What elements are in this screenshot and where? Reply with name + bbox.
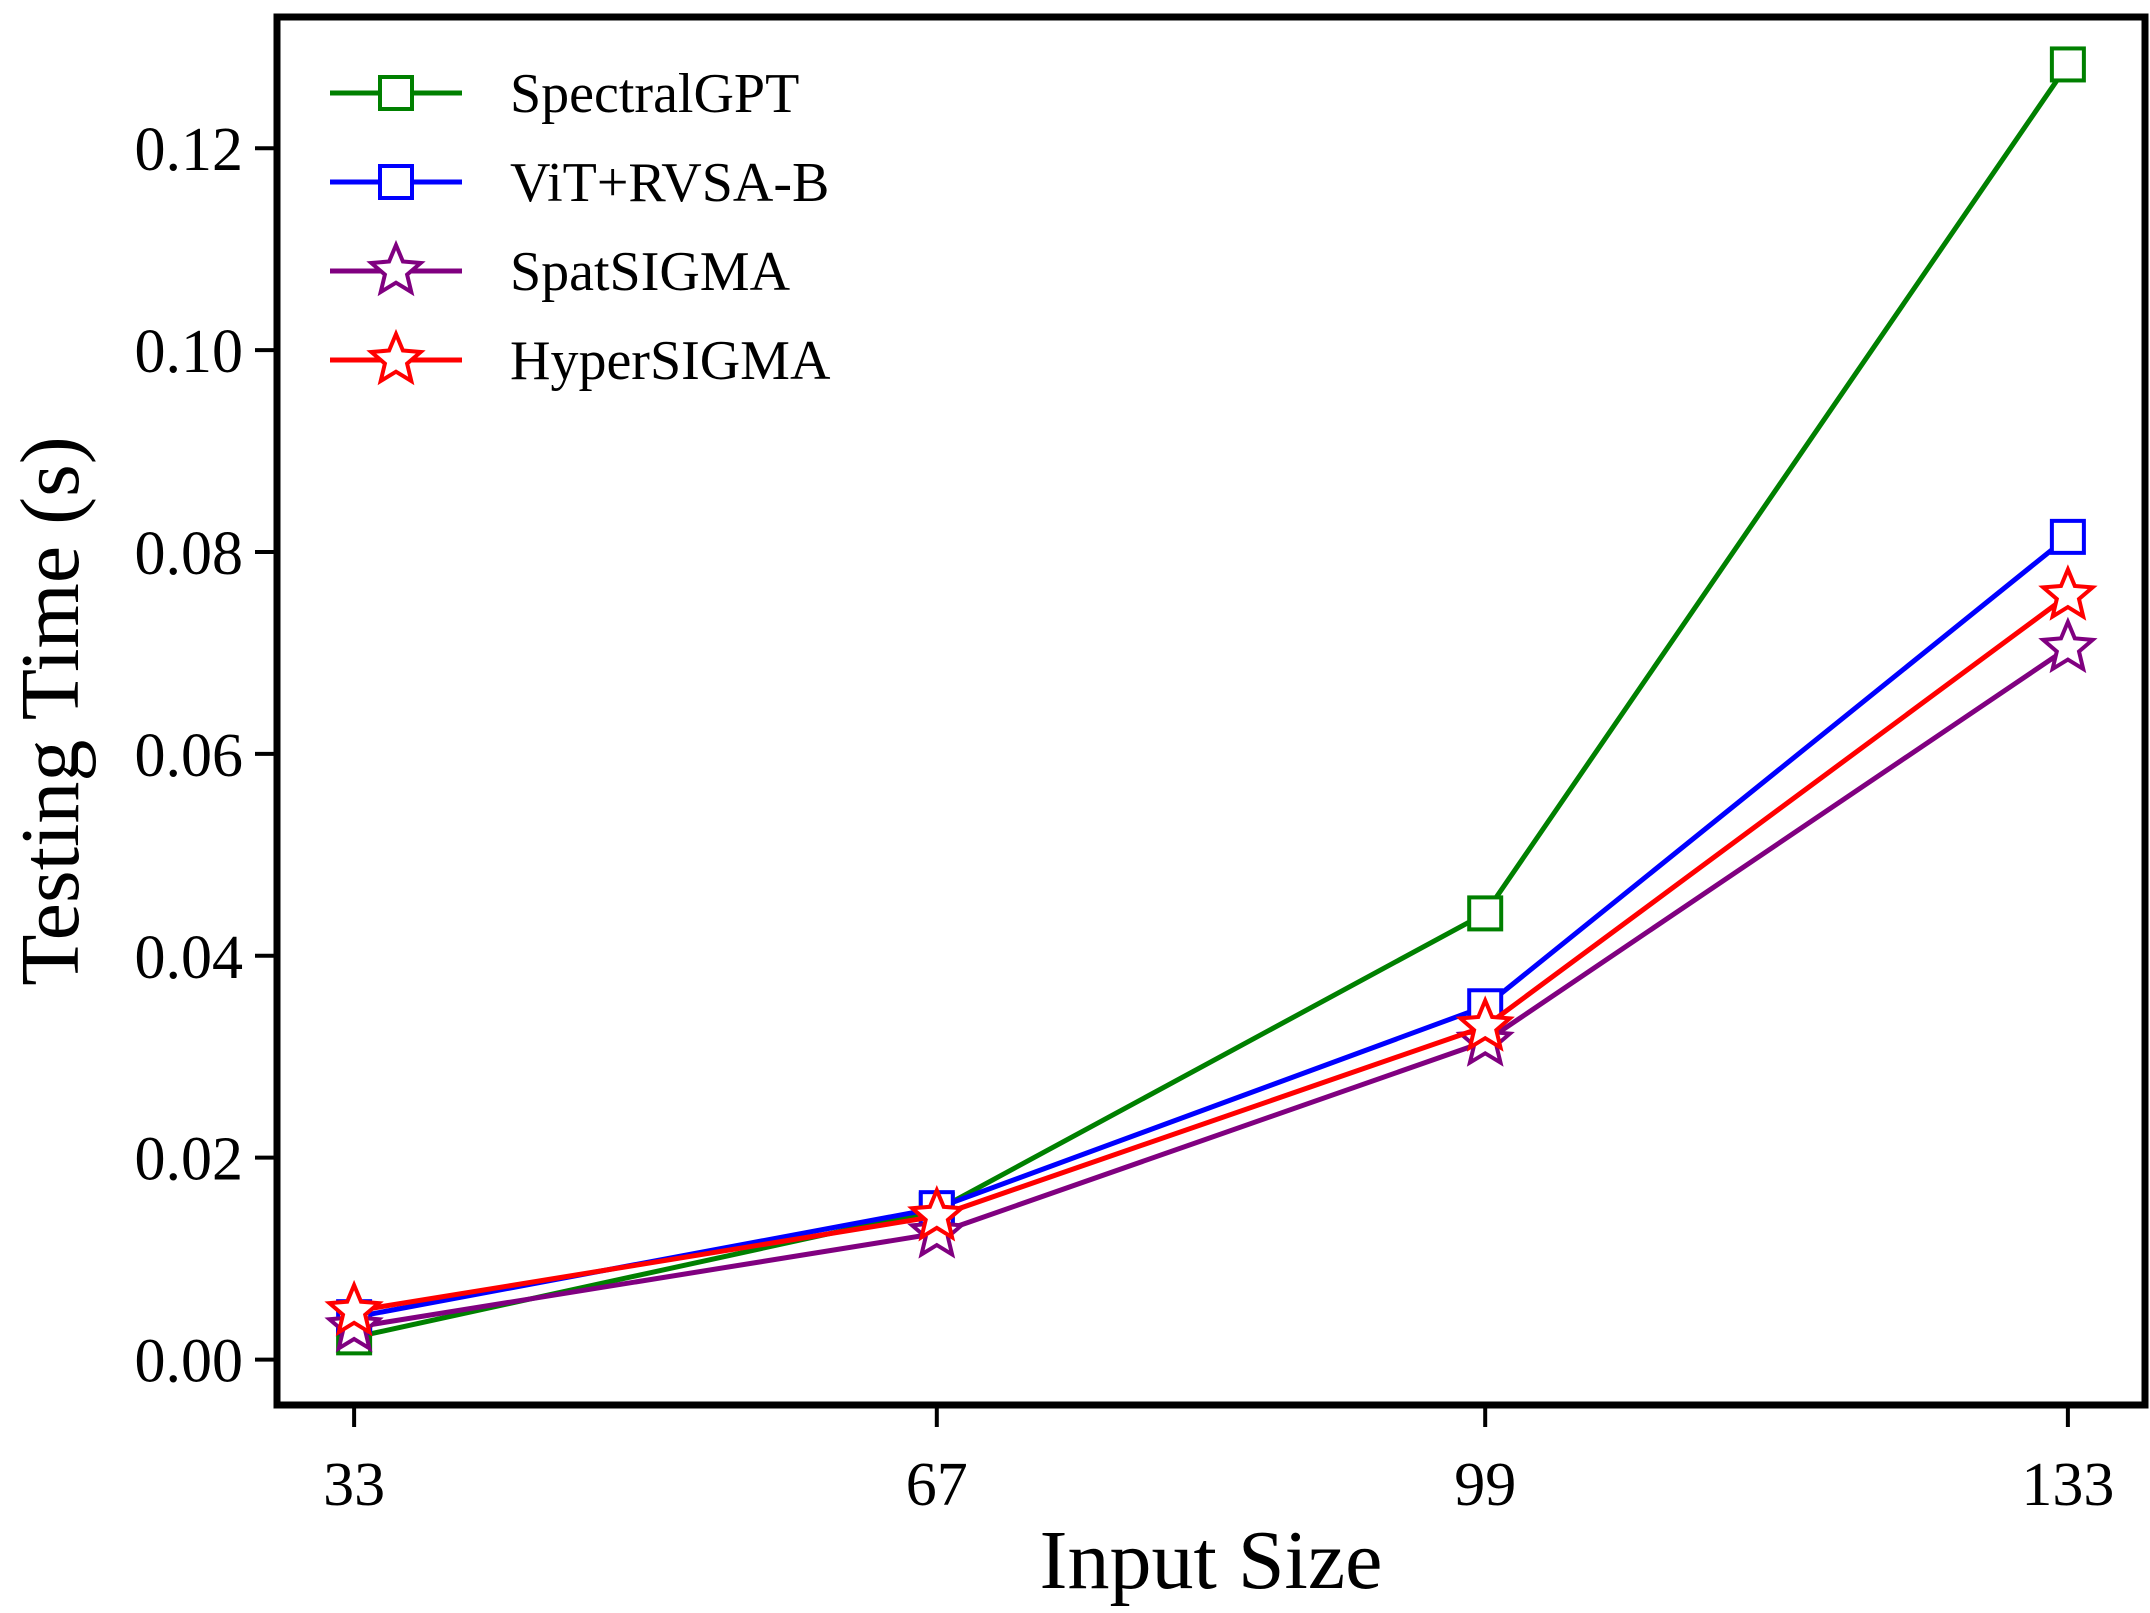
y-tick-label: 0.02 xyxy=(135,1126,244,1194)
legend-entry: SpatSIGMA xyxy=(330,239,791,303)
series-spatsigma xyxy=(324,616,2098,1353)
legend-marker xyxy=(366,328,426,386)
data-point xyxy=(907,1202,967,1259)
y-tick-label: 0.12 xyxy=(135,116,244,184)
plot-series xyxy=(324,46,2098,1356)
legend-label: HyperSIGMA xyxy=(510,330,831,392)
data-point xyxy=(1455,995,1515,1052)
data-point xyxy=(907,1184,967,1242)
data-point xyxy=(2038,616,2098,674)
legend-entry: SpectralGPT xyxy=(330,63,799,125)
legend-label: SpatSIGMA xyxy=(510,241,791,303)
data-point xyxy=(1467,895,1504,932)
plot-frame xyxy=(273,13,2149,1409)
legend: SpectralGPT ViT+RVSA-B SpatSIGMA HyperSIGMA xyxy=(330,63,831,392)
x-tick-label: 99 xyxy=(1454,1451,1516,1519)
y-tick-label: 0.04 xyxy=(135,924,244,992)
legend-label: ViT+RVSA-B xyxy=(510,152,829,214)
legend-marker xyxy=(378,164,414,200)
x-tick-label: 133 xyxy=(2021,1451,2114,1519)
y-axis: 0.00 0.02 0.04 0.06 0.08 0.10 0.12 xyxy=(135,116,277,1396)
series-line xyxy=(353,593,2070,1314)
data-point xyxy=(2038,564,2098,621)
legend-entry: HyperSIGMA xyxy=(330,328,831,392)
legend-entry: ViT+RVSA-B xyxy=(330,152,829,214)
data-point xyxy=(2049,46,2086,83)
y-tick-label: 0.00 xyxy=(135,1328,244,1396)
legend-marker xyxy=(378,75,414,111)
data-point xyxy=(324,1279,384,1337)
y-tick-label: 0.08 xyxy=(135,520,244,588)
x-axis-title: Input Size xyxy=(1040,1514,1383,1607)
data-point xyxy=(2049,518,2086,555)
x-tick-label: 67 xyxy=(906,1451,968,1519)
legend-marker xyxy=(366,239,426,297)
series-line xyxy=(353,645,2070,1330)
series-line xyxy=(353,534,2070,1320)
series-line xyxy=(353,62,2070,1340)
x-tick-label: 33 xyxy=(323,1451,385,1519)
y-tick-label: 0.06 xyxy=(135,722,244,790)
series-hypersigma xyxy=(324,564,2098,1337)
y-tick-label: 0.10 xyxy=(135,318,244,386)
x-axis: 33 67 99 133 xyxy=(323,1405,2114,1519)
y-axis-title: Testing Time (s) xyxy=(4,436,97,986)
series-vit-rvsa-b xyxy=(336,518,2086,1336)
legend-label: SpectralGPT xyxy=(510,63,799,125)
